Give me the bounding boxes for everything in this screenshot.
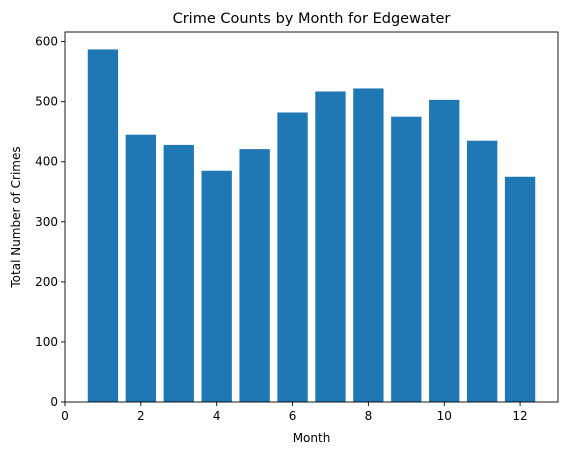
bar-month-2 xyxy=(125,134,157,402)
bar-month-12 xyxy=(504,176,536,402)
y-tick-label: 200 xyxy=(35,275,58,289)
bar-month-8 xyxy=(353,88,384,403)
x-tick-label: 10 xyxy=(437,409,452,423)
x-axis-label: Month xyxy=(293,431,331,445)
y-tick-label: 400 xyxy=(35,155,58,169)
bar-month-10 xyxy=(429,99,460,402)
y-tick-label: 100 xyxy=(35,335,58,349)
y-tick-label: 500 xyxy=(35,95,58,109)
y-axis-label: Total Number of Crimes xyxy=(9,146,23,288)
bar-month-6 xyxy=(277,112,308,403)
bars-layer xyxy=(87,49,536,403)
x-tick-label: 2 xyxy=(137,409,145,423)
ticks-layer: 0 2 4 6 8 10 12 0 100 200 300 400 500 600 xyxy=(35,35,528,423)
bar-month-4 xyxy=(201,170,232,402)
x-tick-label: 4 xyxy=(213,409,221,423)
y-tick-label: 600 xyxy=(35,35,58,49)
bar-month-1 xyxy=(87,49,119,403)
x-tick-label: 6 xyxy=(289,409,297,423)
bar-month-9 xyxy=(391,116,422,402)
bar-month-11 xyxy=(466,140,498,402)
y-tick-label: 300 xyxy=(35,215,58,229)
x-tick-label: 8 xyxy=(365,409,373,423)
x-tick-label: 0 xyxy=(61,409,69,423)
bar-month-7 xyxy=(315,91,346,402)
bar-month-3 xyxy=(163,144,194,403)
plot-frame xyxy=(64,31,559,403)
x-tick-label: 12 xyxy=(512,409,527,423)
bar-month-5 xyxy=(239,149,270,402)
chart-title: Crime Counts by Month for Edgewater xyxy=(173,11,451,27)
y-tick-label: 0 xyxy=(50,395,58,409)
